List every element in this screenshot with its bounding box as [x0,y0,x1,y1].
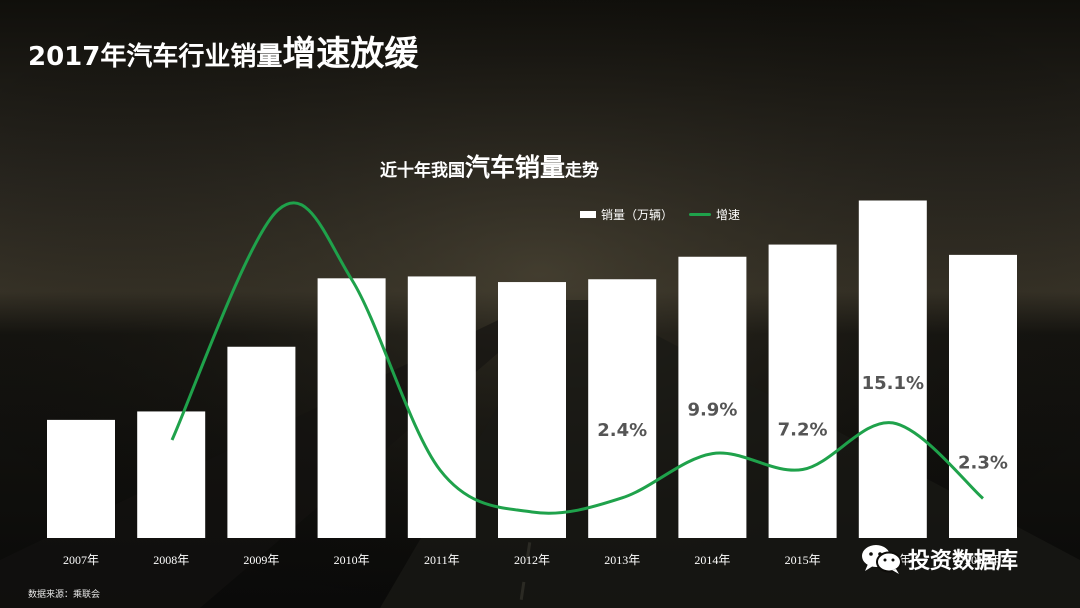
x-tick-label: 2017年 [965,553,1001,567]
growth-line [170,201,984,515]
sales-bar [317,278,386,538]
sales-bar [678,256,747,538]
watermark: 投资数据库 [860,543,1018,575]
subtitle-tail: 走势 [565,161,600,181]
title-emphasis: 增速放缓 [282,34,419,74]
sales-bar [588,279,657,538]
x-tick-label: 2008年 [153,553,189,567]
sales-bar [858,200,927,538]
sales-bar [498,282,566,538]
legend-label-growth: 增速 [716,208,741,222]
title-main: 2017年汽车行业销量 [28,42,283,72]
x-tick-label: 2014年 [694,553,730,567]
legend-item-growth: 增速 [689,206,740,223]
x-tick-label: 2010年 [334,553,370,567]
growth-data-label: 7.2% [778,420,828,441]
growth-data-label: 2.3% [958,452,1008,473]
subtitle-main: 近十年我国 [380,161,465,181]
subtitle-emphasis: 汽车销量 [465,153,566,182]
sales-bar [227,346,296,538]
growth-data-label: 2.4% [597,420,647,441]
chart-title: 近十年我国汽车销量走势 [380,148,599,184]
data-source: 数据来源：乘联会 [28,590,101,600]
x-tick-label: 2011年 [424,553,460,567]
x-tick-label: 2013年 [604,553,640,567]
chart-legend: 销量（万辆） 增速 [580,206,756,223]
x-tick-label: 2007年 [63,553,99,567]
sales-bar [768,244,837,538]
wechat-icon [862,545,902,574]
legend-bar-swatch [580,211,596,218]
sales-bar [949,254,1017,538]
page-title: 2017年汽车行业销量增速放缓 [28,26,418,75]
watermark-text: 投资数据库 [908,549,1019,574]
growth-data-label: 15.1% [862,373,924,394]
legend-item-sales: 销量（万辆） [580,206,673,223]
sales-bar [407,276,476,538]
legend-label-sales: 销量（万辆） [601,208,674,222]
sales-bar [47,419,115,538]
x-tick-label: 2009年 [243,553,279,567]
x-tick-label: 2012年 [514,553,550,567]
legend-line-swatch [689,213,712,216]
growth-data-label: 9.9% [687,400,737,421]
sales-bar [137,411,206,538]
x-tick-label: 2015年 [785,553,821,567]
